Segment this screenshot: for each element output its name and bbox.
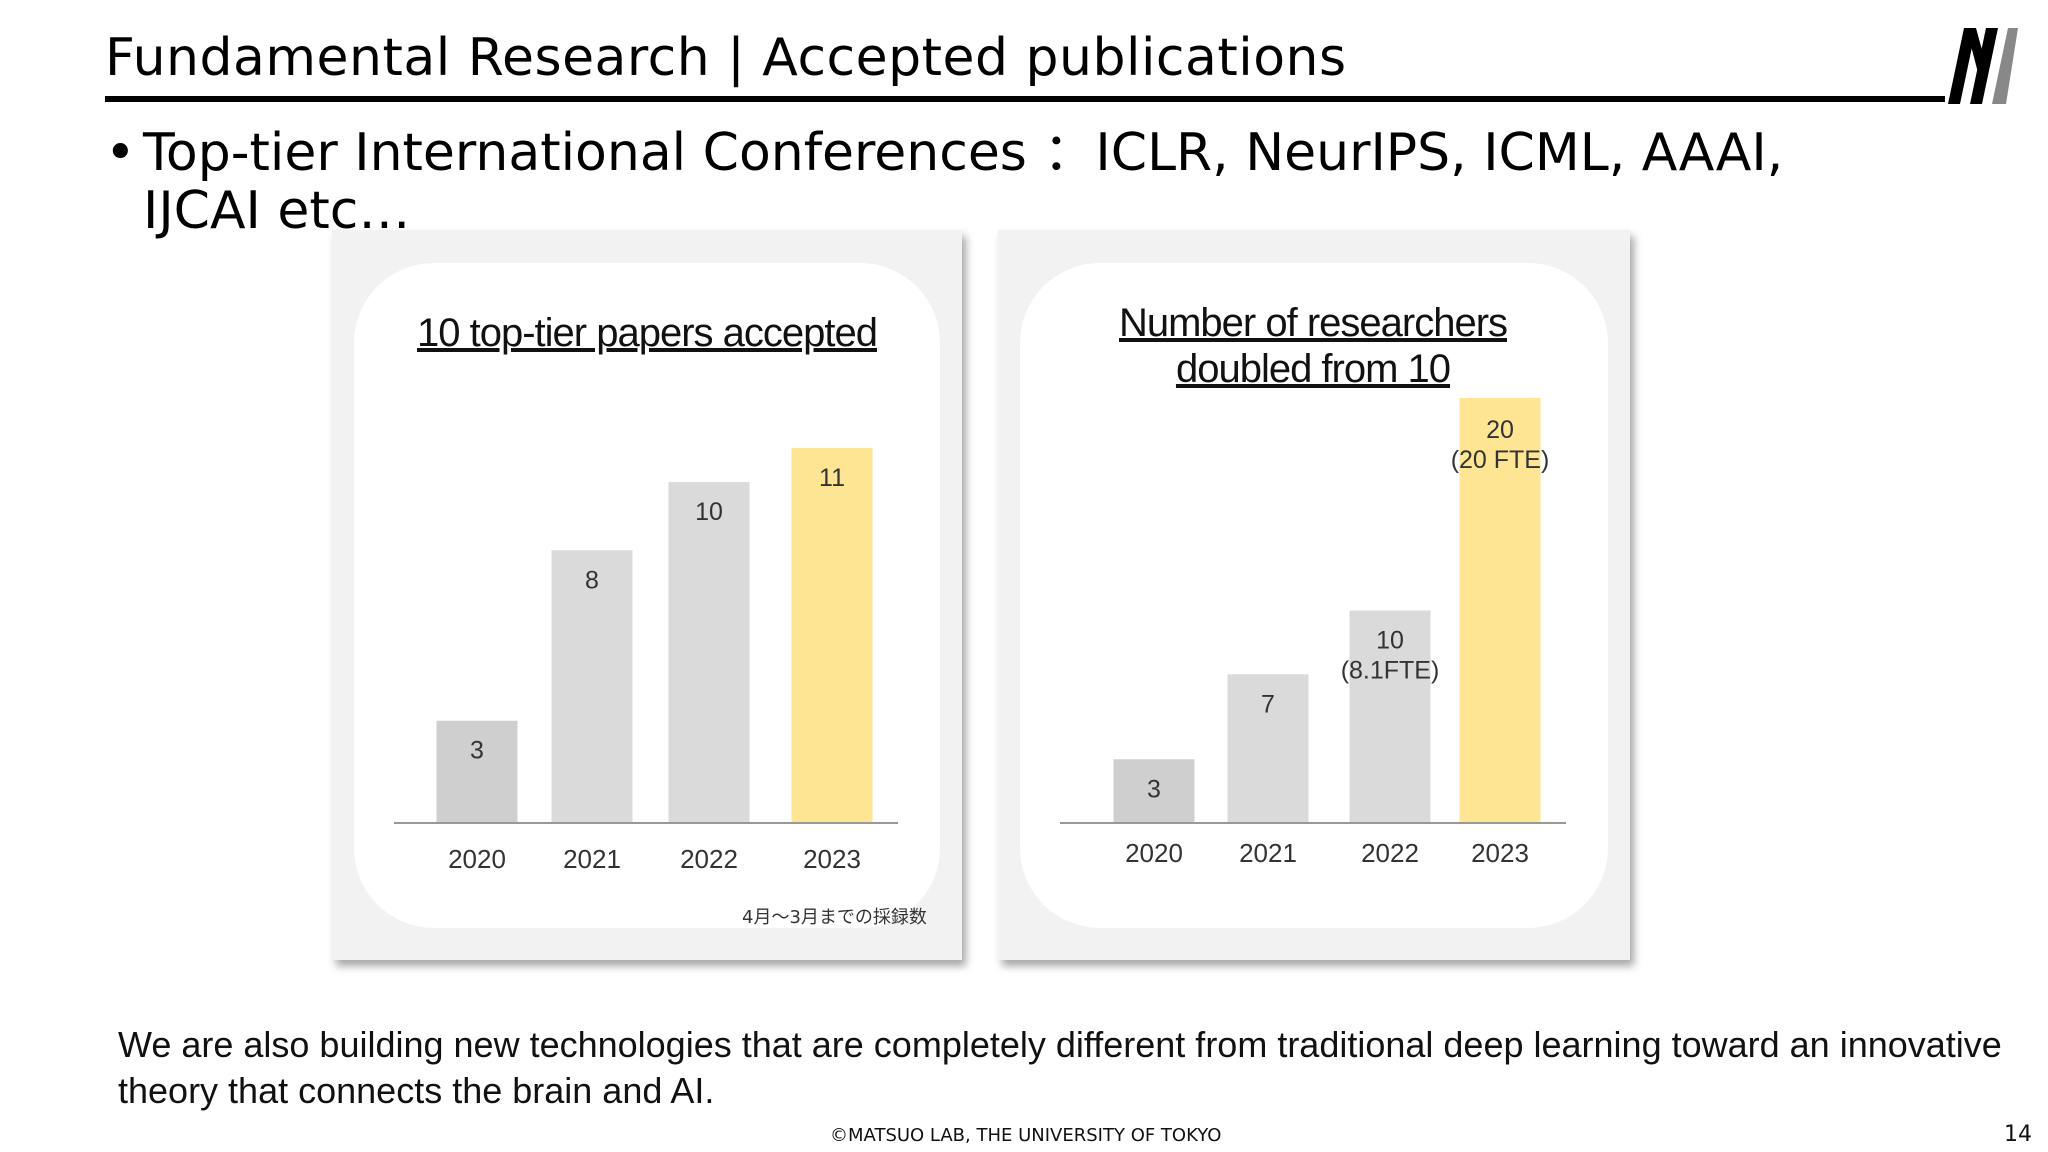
chart-panel-researchers: Number of researchers doubled from 10 3 2… <box>998 230 1630 960</box>
data-label-researchers-2023: 20 <box>1486 416 1514 444</box>
data-label-researchers-2021: 7 <box>1261 690 1275 718</box>
data-label-papers-2023: 11 <box>819 464 845 492</box>
x-tick-papers-2021: 2021 <box>563 844 621 874</box>
page-number: 14 <box>2004 1122 2032 1147</box>
data-label-papers-2021: 8 <box>585 566 599 594</box>
chart-note-papers: 4月～3月までの採録数 <box>742 907 927 928</box>
bar-papers-2022 <box>668 482 750 823</box>
x-tick-researchers-2022: 2022 <box>1361 838 1419 868</box>
matsuo-lab-logo-icon <box>1948 28 2018 104</box>
data-label-researchers-2022: 10 <box>1376 627 1404 655</box>
body-text: We are also building new technologies th… <box>118 1024 2002 1111</box>
slide-title: Fundamental Research | Accepted publicat… <box>105 28 1347 88</box>
data-label-researchers-2023-sub: (20 FTE) <box>1451 446 1550 474</box>
bullet-dot: • <box>105 123 136 183</box>
bar-chart-papers: 3 2020 8 2021 10 2022 11 2023 <box>394 448 898 874</box>
bullet-conferences: Top-tier International Conferences ：ICLR… <box>143 123 1784 241</box>
bar-researchers-2020 <box>1113 759 1195 823</box>
chart-title-papers: 10 top-tier papers accepted <box>417 311 878 355</box>
data-label-researchers-2020: 3 <box>1147 775 1161 803</box>
x-tick-papers-2023: 2023 <box>803 844 861 874</box>
data-label-papers-2022: 10 <box>695 498 723 526</box>
bar-chart-researchers: 3 2020 7 2021 10(8.1FTE) 2022 20(20 FTE) 2023 <box>1060 398 1566 868</box>
bar-papers-2020 <box>436 720 518 823</box>
data-label-papers-2020: 3 <box>470 737 484 765</box>
x-tick-researchers-2020: 2020 <box>1125 838 1183 868</box>
footer-copyright: ©MATSUO LAB, THE UNIVERSITY OF TOKYO <box>830 1125 1222 1146</box>
x-tick-papers-2022: 2022 <box>680 844 738 874</box>
x-tick-researchers-2023: 2023 <box>1471 838 1529 868</box>
x-tick-papers-2020: 2020 <box>448 844 506 874</box>
chart-title-researchers: Number of researchers doubled from 10 <box>1118 301 1508 391</box>
bar-researchers-2022 <box>1349 610 1431 823</box>
chart-panel-papers: 10 top-tier papers accepted 3 2020 8 2021 10… <box>332 230 962 960</box>
bar-researchers-2021 <box>1227 674 1309 823</box>
x-tick-researchers-2021: 2021 <box>1239 838 1297 868</box>
bar-papers-2023 <box>791 448 873 823</box>
data-label-researchers-2022-sub: (8.1FTE) <box>1341 657 1440 685</box>
bar-papers-2021 <box>551 550 633 823</box>
title-underline <box>105 96 1945 102</box>
bar-researchers-2023 <box>1459 398 1541 823</box>
